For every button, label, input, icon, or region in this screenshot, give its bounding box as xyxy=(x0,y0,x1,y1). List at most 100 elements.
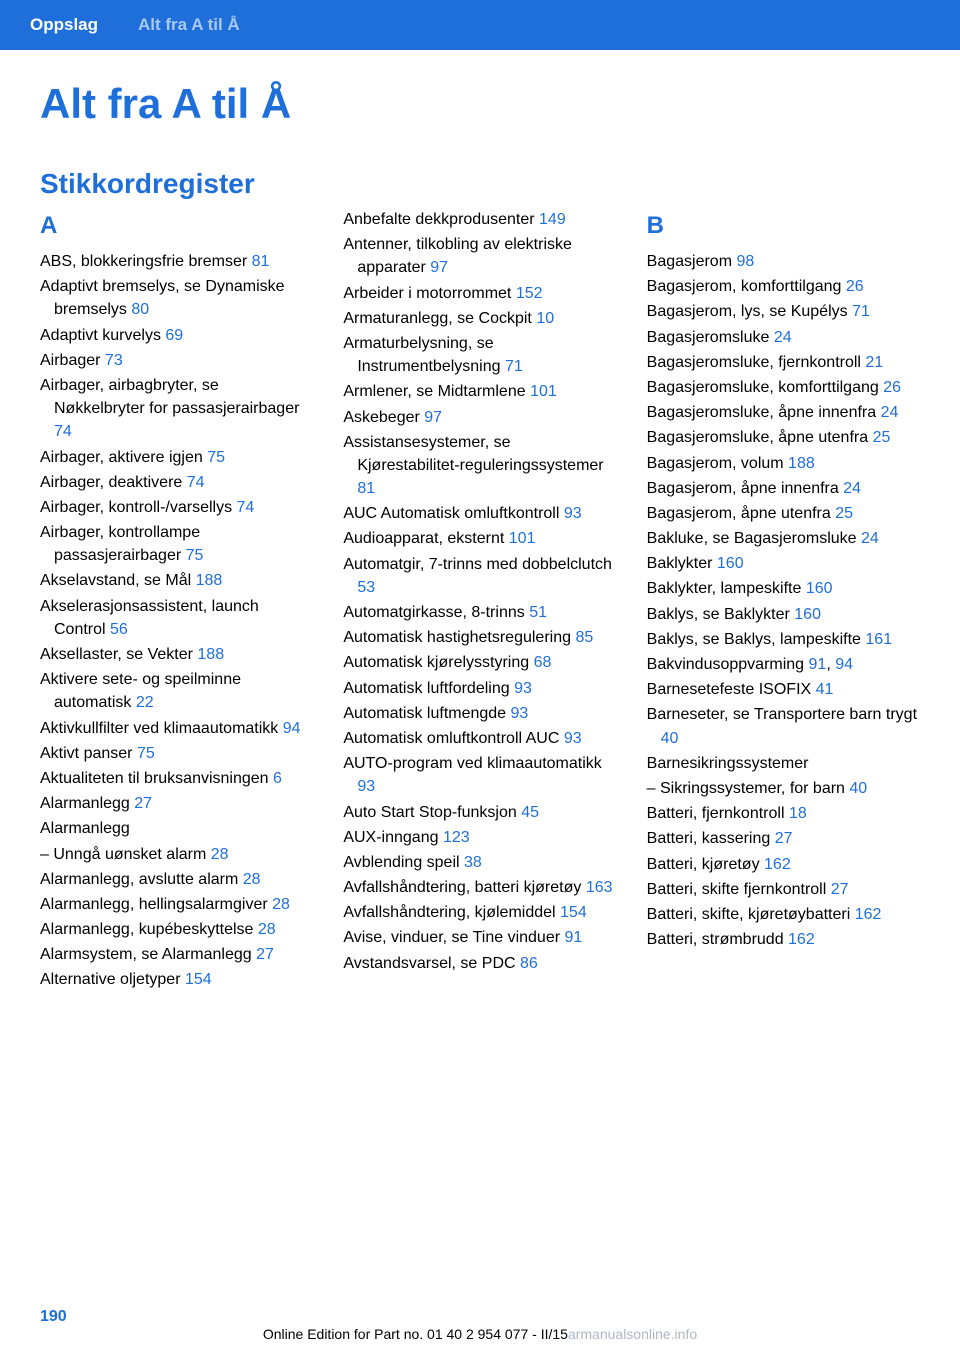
page-ref[interactable]: 94 xyxy=(283,720,301,737)
page-ref[interactable]: 6 xyxy=(273,770,282,787)
page-ref[interactable]: 98 xyxy=(736,253,754,270)
page-ref[interactable]: 41 xyxy=(816,681,834,698)
page-ref[interactable]: 162 xyxy=(764,856,791,873)
page-ref[interactable]: 27 xyxy=(134,795,152,812)
page-ref[interactable]: 56 xyxy=(110,621,128,638)
page-ref[interactable]: 38 xyxy=(464,854,482,871)
page-ref[interactable]: 26 xyxy=(883,379,901,396)
page-ref[interactable]: 163 xyxy=(586,879,613,896)
entry-text: Automatgir, 7-trinns med dobbelclutch xyxy=(343,556,612,573)
page-ref[interactable]: 75 xyxy=(137,745,155,762)
page-ref[interactable]: 93 xyxy=(511,705,529,722)
page-ref[interactable]: 53 xyxy=(357,579,375,596)
entry-text: Barnesetefeste ISOFIX xyxy=(647,681,816,698)
index-entry: Batteri, skifte fjernkontroll 27 xyxy=(647,878,920,901)
index-entry: AUTO-program ved klimaautomatikk 93 xyxy=(343,752,616,798)
page-ref[interactable]: 162 xyxy=(855,906,882,923)
page-ref[interactable]: 160 xyxy=(794,606,821,623)
entry-text: Alarmsystem, se Alarmanlegg xyxy=(40,946,256,963)
entry-text: Baklykter xyxy=(647,555,717,572)
page-ref[interactable]: 93 xyxy=(564,730,582,747)
page-ref[interactable]: 123 xyxy=(443,829,470,846)
index-entry: Bagasjeromsluke, åpne innenfra 24 xyxy=(647,401,920,424)
page-ref[interactable]: 27 xyxy=(831,881,849,898)
page-ref[interactable]: 27 xyxy=(775,830,793,847)
entry-text: Barneseter, se Transportere barn trygt xyxy=(647,706,917,723)
page-ref[interactable]: 161 xyxy=(865,631,892,648)
page-ref[interactable]: 26 xyxy=(846,278,864,295)
entry-text: Avfallshåndtering, kjølemiddel xyxy=(343,904,560,921)
page-ref[interactable]: 149 xyxy=(539,211,566,228)
page-ref[interactable]: 154 xyxy=(185,971,212,988)
index-entry: Automatisk luftmengde 93 xyxy=(343,702,616,725)
page-ref[interactable]: 24 xyxy=(881,404,899,421)
page-ref[interactable]: 93 xyxy=(514,680,532,697)
page-ref[interactable]: 45 xyxy=(521,804,539,821)
entry-text: AUC Automatisk omluftkontroll xyxy=(343,505,564,522)
index-entry: Bagasjerom, lys, se Kupélys 71 xyxy=(647,300,920,323)
page-ref[interactable]: 154 xyxy=(560,904,587,921)
page-ref[interactable]: 97 xyxy=(424,409,442,426)
page-ref[interactable]: 94 xyxy=(835,656,853,673)
page-ref[interactable]: 74 xyxy=(54,423,72,440)
page-ref[interactable]: 162 xyxy=(788,931,815,948)
index-entry: Bagasjeromsluke, åpne utenfra 25 xyxy=(647,426,920,449)
entry-text: Bakluke, se Bagasjeromsluke xyxy=(647,530,861,547)
page-ref[interactable]: 71 xyxy=(505,358,523,375)
header-bar: Oppslag Alt fra A til Å xyxy=(0,0,960,50)
page-ref[interactable]: 188 xyxy=(197,646,224,663)
page-ref[interactable]: 75 xyxy=(186,547,204,564)
page-ref[interactable]: 28 xyxy=(272,896,290,913)
page-ref[interactable]: 21 xyxy=(865,354,883,371)
entry-text: Batteri, skifte fjernkontroll xyxy=(647,881,831,898)
page-ref[interactable]: 74 xyxy=(237,499,255,516)
page-ref[interactable]: 80 xyxy=(131,301,149,318)
page-ref[interactable]: 93 xyxy=(357,778,375,795)
page-ref[interactable]: 22 xyxy=(136,694,154,711)
page-ref[interactable]: 101 xyxy=(509,530,536,547)
page-ref[interactable]: 93 xyxy=(564,505,582,522)
page-ref[interactable]: 40 xyxy=(661,730,679,747)
page-ref[interactable]: 28 xyxy=(243,871,261,888)
page-ref[interactable]: 86 xyxy=(520,955,538,972)
entry-text: Airbager, deaktivere xyxy=(40,474,187,491)
index-entry: Batteri, kassering 27 xyxy=(647,827,920,850)
index-entry: Avblending speil 38 xyxy=(343,851,616,874)
column-1: AABS, blokkeringsfrie bremser 81Adaptivt… xyxy=(40,208,313,994)
page-ref[interactable]: 75 xyxy=(207,449,225,466)
page-ref[interactable]: 160 xyxy=(717,555,744,572)
page-ref[interactable]: 71 xyxy=(852,303,870,320)
page-ref[interactable]: 25 xyxy=(835,505,853,522)
page-ref[interactable]: 101 xyxy=(530,383,557,400)
page-ref[interactable]: 160 xyxy=(806,580,833,597)
page-ref[interactable]: 69 xyxy=(165,327,183,344)
page-ref[interactable]: 24 xyxy=(843,480,861,497)
page-ref[interactable]: 97 xyxy=(430,259,448,276)
page-ref[interactable]: 188 xyxy=(788,455,815,472)
page-ref[interactable]: 91 xyxy=(565,929,583,946)
page-ref[interactable]: 27 xyxy=(256,946,274,963)
page-ref[interactable]: 74 xyxy=(187,474,205,491)
page-ref[interactable]: 24 xyxy=(861,530,879,547)
page-ref[interactable]: 91 xyxy=(809,656,827,673)
page-ref[interactable]: 81 xyxy=(357,480,375,497)
page-ref[interactable]: 24 xyxy=(774,329,792,346)
entry-text: Aktualiteten til bruksanvisningen xyxy=(40,770,273,787)
page-ref[interactable]: 152 xyxy=(516,285,543,302)
entry-text: Automatisk luftmengde xyxy=(343,705,510,722)
page-ref[interactable]: 68 xyxy=(534,654,552,671)
page-ref[interactable]: 188 xyxy=(196,572,223,589)
page-ref[interactable]: 85 xyxy=(575,629,593,646)
page-ref[interactable]: 40 xyxy=(849,780,867,797)
page-ref[interactable]: 28 xyxy=(258,921,276,938)
index-entry: Bakluke, se Bagasjeromsluke 24 xyxy=(647,527,920,550)
index-entry: Airbager, kontrollampe passasjerairbager… xyxy=(40,521,313,567)
page-ref[interactable]: 81 xyxy=(252,253,270,270)
page-ref[interactable]: 25 xyxy=(873,429,891,446)
page-ref[interactable]: 18 xyxy=(789,805,807,822)
entry-text: Akselerasjonsassistent, launch Control xyxy=(40,598,259,638)
page-ref[interactable]: 28 xyxy=(211,846,229,863)
page-ref[interactable]: 10 xyxy=(536,310,554,327)
page-ref[interactable]: 73 xyxy=(105,352,123,369)
page-ref[interactable]: 51 xyxy=(529,604,547,621)
